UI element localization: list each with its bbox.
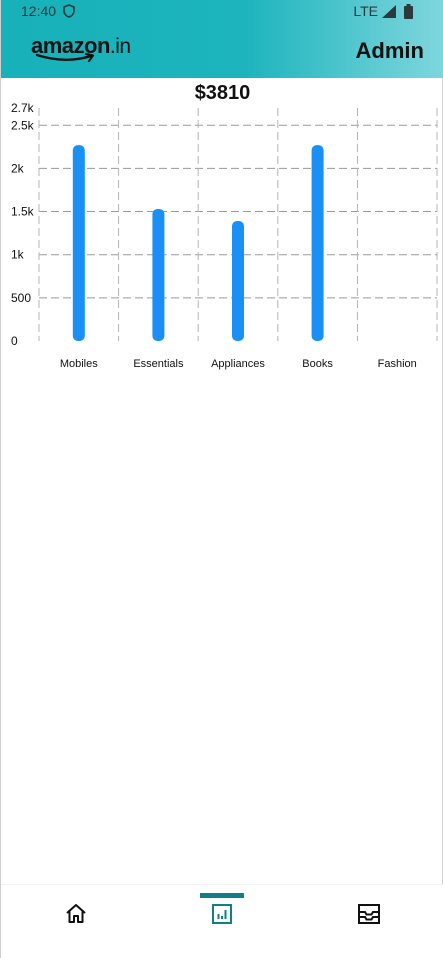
y-tick-label: 500 — [11, 291, 31, 305]
y-tick-label: 1k — [11, 248, 25, 262]
bar-mobiles — [72, 145, 85, 341]
inbox-icon — [358, 904, 380, 924]
logo-suffix: .in — [109, 35, 131, 58]
admin-label: Admin — [355, 38, 424, 63]
nav-home[interactable] — [46, 885, 106, 958]
x-tick-label: Essentials — [133, 358, 184, 370]
bar-essentials — [152, 208, 165, 341]
x-tick-label: Books — [302, 358, 333, 370]
status-time: 12:40 — [21, 3, 57, 19]
nav-orders[interactable] — [339, 885, 399, 958]
y-tick-label: 2.5k — [11, 118, 35, 132]
network-label: LTE — [353, 3, 378, 19]
y-tick-label: 1.5k — [11, 205, 35, 219]
bar-appliances — [232, 221, 244, 341]
smile-arrow-icon — [35, 53, 95, 63]
x-tick-label: Mobiles — [60, 358, 98, 370]
x-tick-label: Appliances — [211, 358, 265, 370]
app-bar: 12:40 LTE amazon.in Admin — [1, 0, 443, 78]
y-tick-label: 0 — [11, 334, 18, 348]
analytics-icon — [212, 904, 232, 924]
signal-icon — [382, 5, 396, 18]
status-bar: 12:40 LTE — [1, 0, 443, 24]
x-tick-label: Fashion — [378, 358, 417, 370]
logo-text: amazon — [31, 33, 110, 58]
bar-books — [311, 145, 324, 341]
battery-icon — [404, 4, 413, 19]
sales-bar-chart: 0 500 1k 1.5k 2k 2.5k 2.7k Mobiles Essentials App… — [11, 101, 438, 370]
total-sales: $3810 — [194, 82, 251, 104]
y-tick-label: 2k — [11, 161, 25, 175]
y-tick-label: 2.7k — [11, 101, 35, 115]
amazon-logo[interactable]: amazon.in — [31, 33, 135, 67]
active-indicator — [200, 893, 244, 898]
bottom-navigation — [1, 884, 443, 958]
shield-icon — [63, 4, 75, 18]
home-icon — [66, 904, 86, 923]
nav-analytics[interactable] — [192, 885, 252, 958]
